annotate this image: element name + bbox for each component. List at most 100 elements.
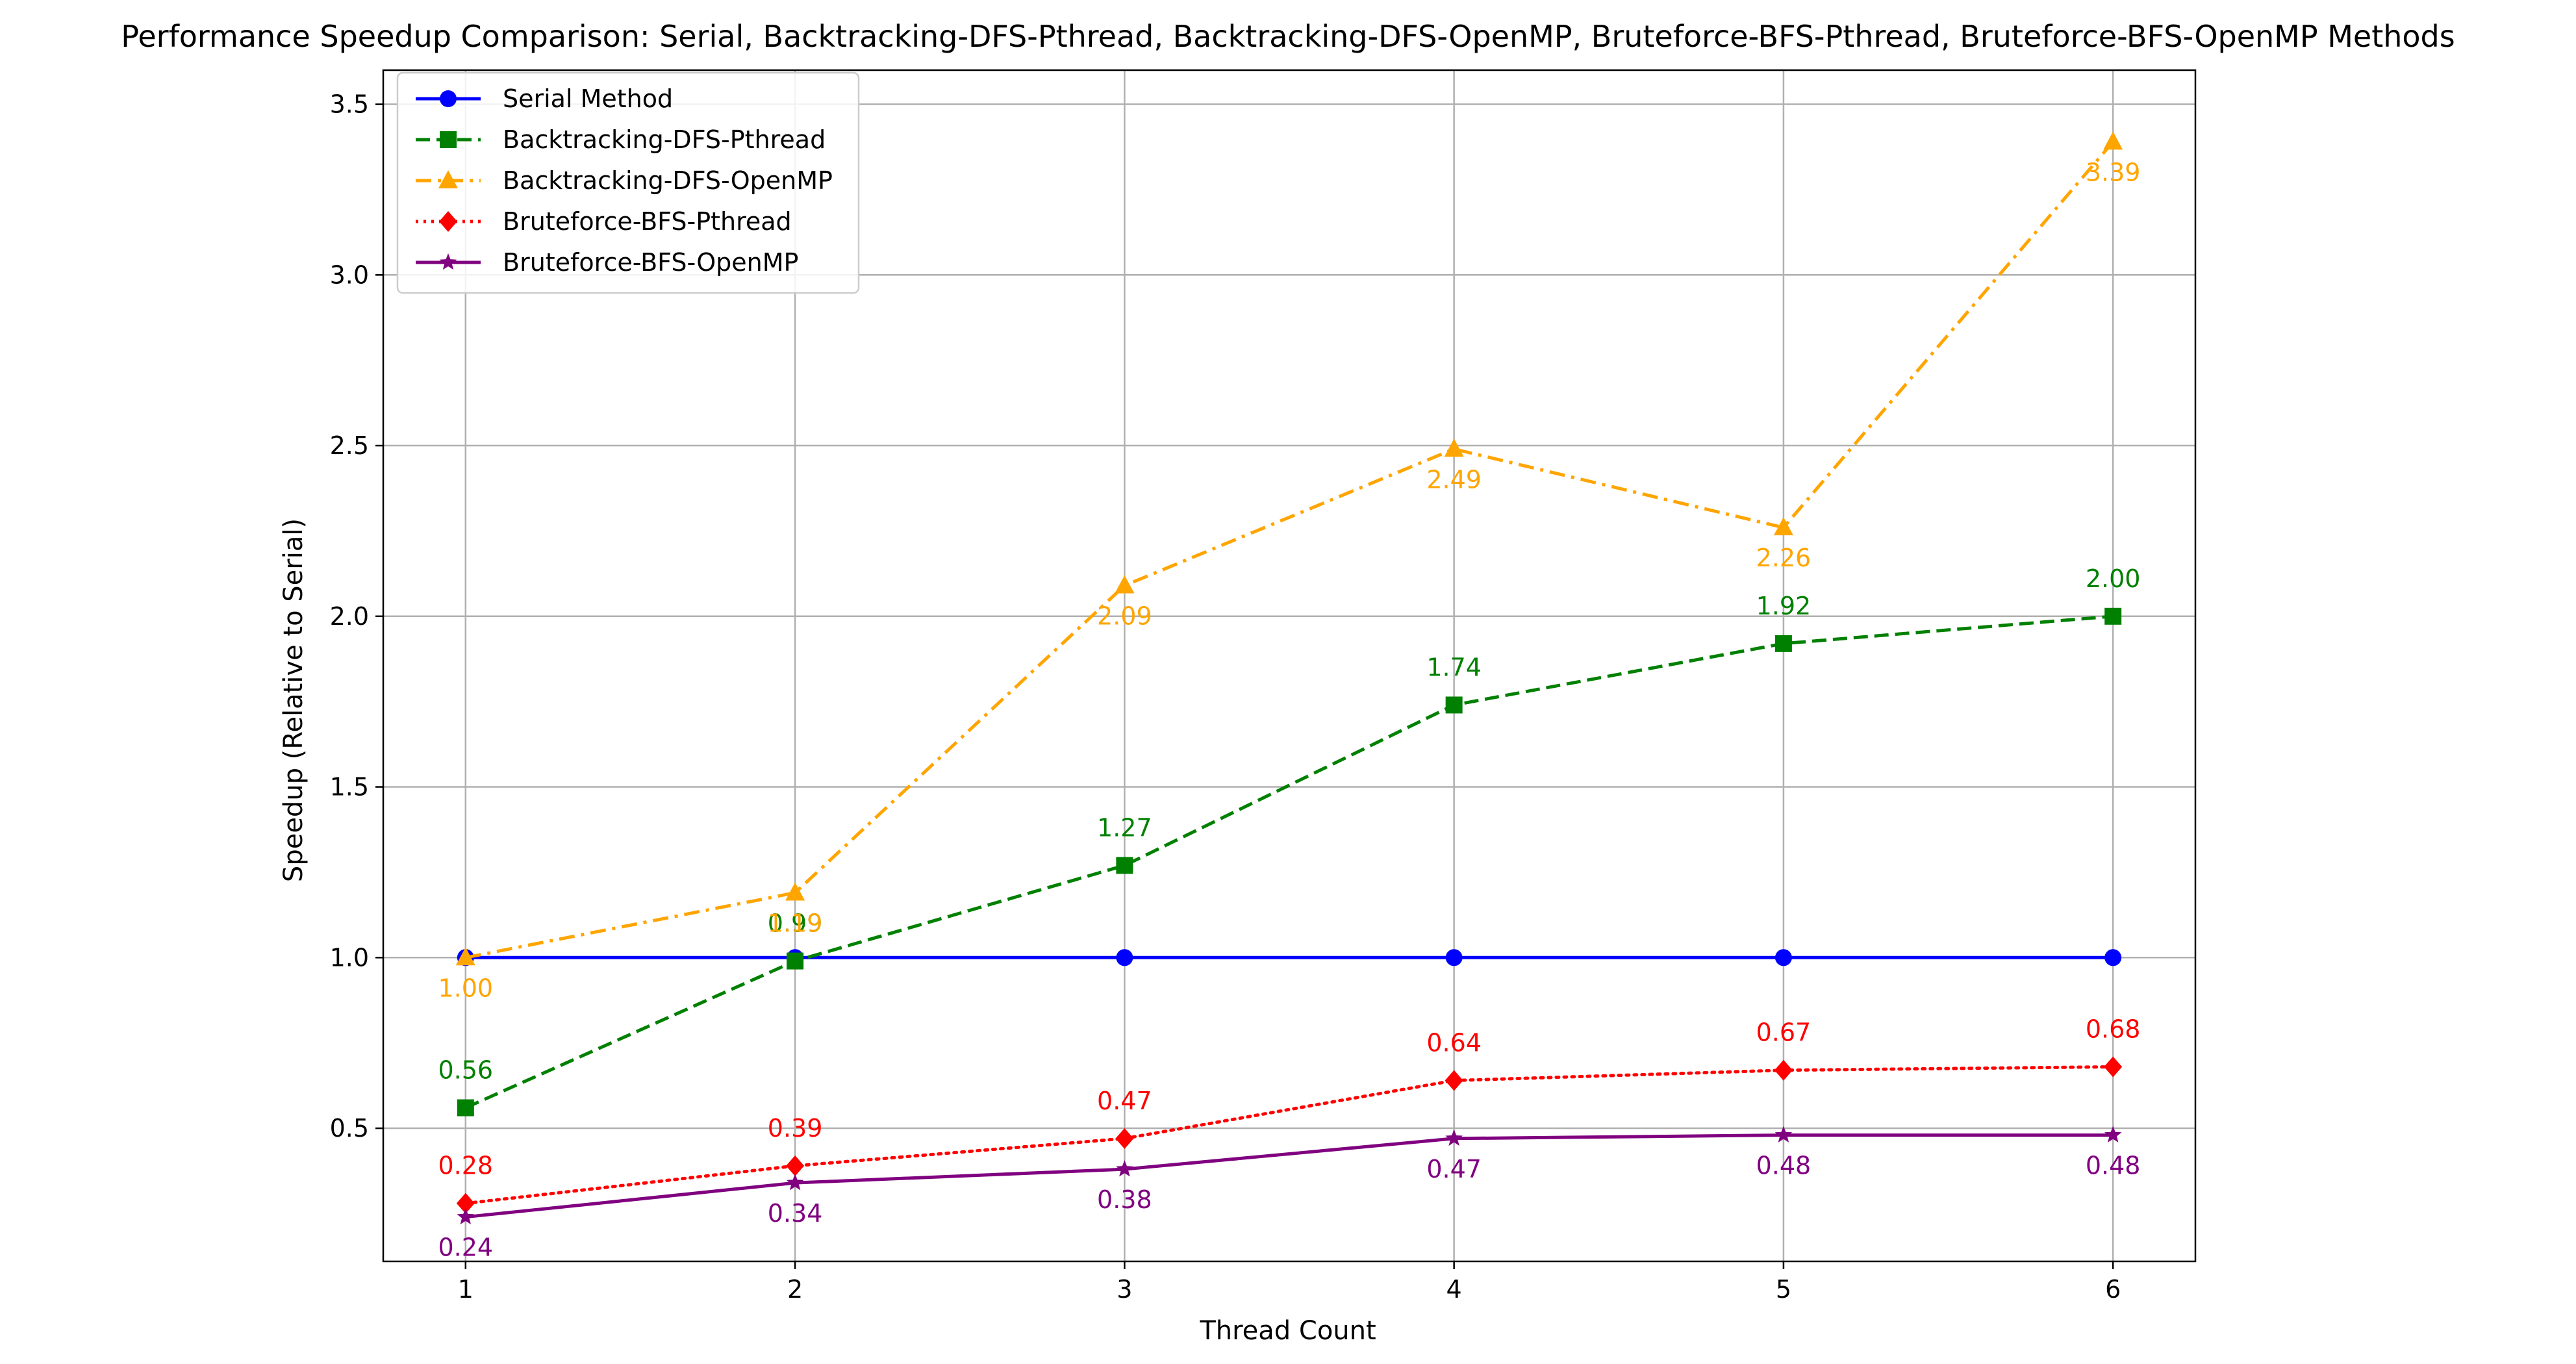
data-label: 2.00 <box>2086 564 2141 593</box>
data-point-diamond <box>456 1193 475 1214</box>
y-tick-label: 1.0 <box>330 943 369 972</box>
data-point-diamond <box>439 211 457 232</box>
legend-entry: Backtracking-DFS-Pthread <box>416 125 826 154</box>
data-label: 0.24 <box>438 1233 494 1262</box>
y-axis-label: Speedup (Relative to Serial) <box>279 518 309 882</box>
legend-entry: Backtracking-DFS-OpenMP <box>416 166 833 195</box>
series-line <box>464 1065 2115 1206</box>
data-label: 0.56 <box>438 1056 494 1085</box>
series-line <box>464 614 2114 1109</box>
data-point-square <box>1116 857 1133 874</box>
data-point-triangle <box>455 947 475 966</box>
data-label: 2.26 <box>1756 544 1812 572</box>
data-point-square <box>2104 607 2122 625</box>
data-point-circle <box>440 90 457 107</box>
data-point-triangle <box>438 170 458 188</box>
y-tick-label: 0.5 <box>330 1114 369 1143</box>
chart-title: Performance Speedup Comparison: Serial, … <box>121 19 2455 54</box>
data-point-circle <box>1116 949 1133 966</box>
y-tick-label: 2.5 <box>330 431 369 460</box>
series-line <box>465 140 2115 959</box>
y-tick-label: 3.5 <box>330 90 369 119</box>
data-label: 0.48 <box>1756 1152 1812 1180</box>
data-point-triangle <box>785 882 805 901</box>
x-tick-label: 2 <box>787 1275 803 1304</box>
data-label: 0.47 <box>1097 1087 1152 1115</box>
series-1 <box>457 607 2122 1117</box>
data-point-star <box>786 1174 804 1191</box>
legend-label: Serial Method <box>503 84 673 113</box>
data-point-square <box>1774 635 1792 652</box>
data-point-star <box>1116 1160 1133 1177</box>
data-label: 2.09 <box>1097 602 1152 631</box>
data-labels: 0.56 0.99 1.27 1.74 1.92 2.00 1.00 1.19 2.09 2.49… <box>438 158 2141 1261</box>
data-point-triangle <box>2103 131 2123 150</box>
data-point-square <box>440 131 457 148</box>
plot-area-frame <box>382 69 2197 1263</box>
data-point-triangle <box>1773 517 1793 536</box>
data-label: 0.47 <box>1426 1155 1482 1183</box>
data-label: 0.67 <box>1756 1018 1812 1047</box>
y-tick-label: 3.0 <box>330 260 369 289</box>
data-point-diamond <box>1115 1128 1134 1149</box>
x-tick-label: 3 <box>1117 1275 1132 1304</box>
data-label: 1.19 <box>768 909 823 937</box>
data-point-star <box>2104 1126 2122 1143</box>
legend-label: Backtracking-DFS-Pthread <box>503 125 826 154</box>
legend-entry: Bruteforce-BFS-OpenMP <box>416 248 798 277</box>
x-axis-label: Thread Count <box>1199 1316 1376 1346</box>
data-point-diamond <box>786 1155 805 1176</box>
data-point-star <box>1445 1129 1463 1146</box>
legend-entry: Bruteforce-BFS-Pthread <box>416 207 792 236</box>
data-point-star <box>439 253 457 270</box>
data-label: 0.99 <box>768 909 823 938</box>
y-tick-label: 2.0 <box>330 602 369 631</box>
x-tick-label: 1 <box>458 1275 474 1304</box>
legend: Serial Method Backtracking-DFS-Pthread Bac… <box>396 71 860 294</box>
series-layer <box>455 131 2123 1224</box>
data-point-circle <box>1445 949 1463 966</box>
series-2 <box>455 131 2123 966</box>
series-4 <box>457 1126 2122 1224</box>
axis-ticks: 1 2 3 4 5 6 0.5 1.0 1.5 2.0 2.5 3.0 3.5 <box>330 90 2121 1304</box>
data-label: 3.39 <box>2086 158 2141 186</box>
series-0 <box>457 949 2122 966</box>
x-tick-label: 4 <box>1446 1275 1462 1304</box>
data-label: 0.38 <box>1097 1185 1152 1214</box>
legend-box <box>396 71 860 294</box>
data-point-square <box>1445 696 1463 714</box>
data-label: 1.27 <box>1097 813 1152 842</box>
x-tick-label: 6 <box>2105 1275 2121 1304</box>
data-point-square <box>457 1099 474 1117</box>
data-label: 1.74 <box>1426 653 1482 681</box>
legend-entry: Serial Method <box>416 84 673 113</box>
data-point-star <box>457 1207 475 1224</box>
data-point-circle <box>2104 949 2122 966</box>
data-point-triangle <box>1115 575 1135 594</box>
data-label: 1.00 <box>438 974 494 1002</box>
data-label: 0.39 <box>768 1114 823 1143</box>
data-label: 2.49 <box>1426 465 1482 494</box>
data-label: 1.92 <box>1756 592 1812 620</box>
data-label: 0.48 <box>2086 1152 2141 1180</box>
legend-label: Bruteforce-BFS-OpenMP <box>503 248 798 277</box>
data-label: 0.28 <box>438 1152 494 1180</box>
data-label: 0.64 <box>1426 1028 1482 1057</box>
series-3 <box>456 1056 2123 1214</box>
data-point-triangle <box>1444 438 1464 457</box>
data-label: 0.34 <box>768 1199 823 1228</box>
legend-label: Bruteforce-BFS-Pthread <box>503 207 792 236</box>
data-point-diamond <box>2104 1056 2123 1078</box>
data-point-star <box>1774 1126 1793 1143</box>
data-point-square <box>787 952 804 970</box>
data-point-diamond <box>1774 1059 1793 1081</box>
data-label: 0.68 <box>2086 1015 2141 1043</box>
data-point-circle <box>1774 949 1792 966</box>
series-line <box>465 1133 2114 1219</box>
data-point-diamond <box>1445 1070 1463 1091</box>
x-tick-label: 5 <box>1776 1275 1791 1304</box>
legend-label: Backtracking-DFS-OpenMP <box>503 166 833 195</box>
y-tick-label: 1.5 <box>330 773 369 802</box>
